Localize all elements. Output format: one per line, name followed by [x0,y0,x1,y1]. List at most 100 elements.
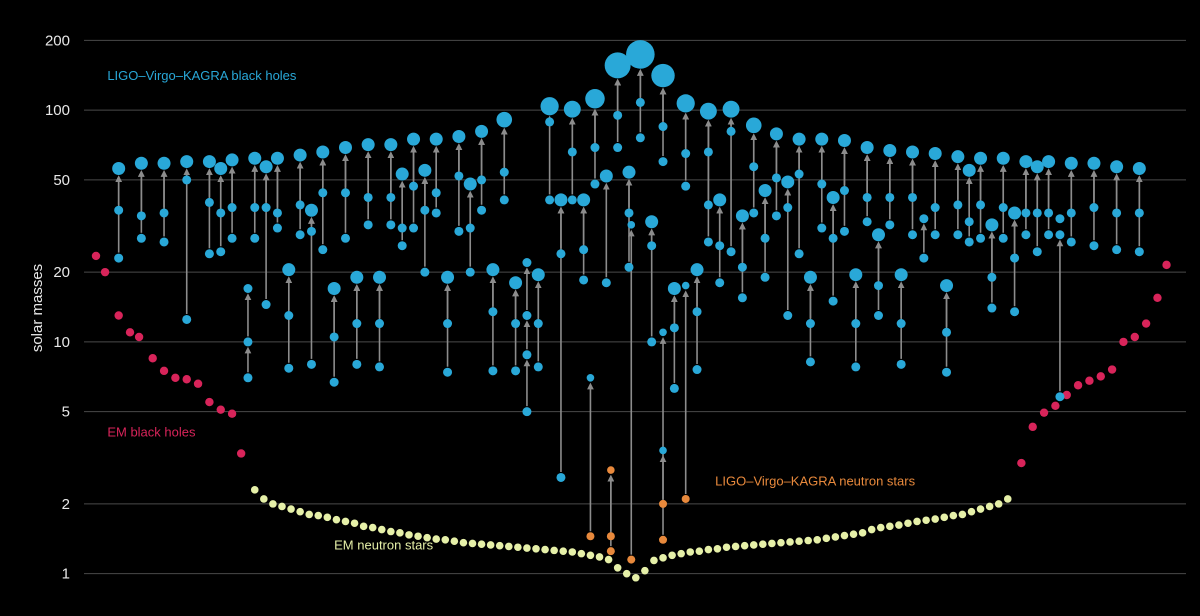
ligo-bh-progenitor-point [908,230,918,240]
ligo-bh-remnant-point [781,175,795,189]
em-black-hole-point [1062,390,1071,400]
ligo-bh-remnant-point [985,218,999,232]
em-neutron-star-point [287,505,295,513]
em-black-hole-point [1051,401,1060,411]
em-neutron-star-point [323,513,332,522]
ligo-bh-progenitor-point [669,323,679,333]
ligo-bh-progenitor-point [431,188,441,198]
em-black-hole-point [193,379,203,388]
ligo-bh-remnant-point [441,270,455,284]
ligo-bh-progenitor-point [488,366,498,376]
em-black-hole-point [1141,319,1151,328]
em-neutron-star-point [468,539,477,548]
em-neutron-star-point [450,537,459,546]
em-neutron-star-point [613,563,622,572]
ligo-bh-progenitor-point [545,117,555,127]
ligo-bh-progenitor-point [1021,208,1031,218]
y-tick-label-200: 200 [45,32,70,49]
ligo-bh-progenitor-point [386,192,396,202]
ligo-bh-progenitor-point [760,233,770,243]
ligo-bh-progenitor-point [1032,247,1042,257]
ligo-bh-remnant-point [1008,206,1022,220]
ligo-bh-progenitor-point [114,205,124,215]
ligo-bh-progenitor-point [771,173,781,183]
ligo-bh-progenitor-point [306,359,316,369]
ligo-bh-progenitor-point [454,171,464,181]
ligo-bh-progenitor-point [635,97,645,107]
ligo-bh-progenitor-point [998,233,1008,243]
ligo-bh-progenitor-point [930,203,940,213]
ligo-bh-progenitor-point [243,373,253,383]
em-neutron-star-point [604,555,613,564]
ligo-neutron-stars-series [586,221,690,564]
ligo-bh-progenitor-point [204,249,214,259]
ligo-bh-progenitor-point [227,203,237,213]
ligo-bh-progenitor-point [272,223,282,233]
ligo-bh-remnant-point [563,100,581,118]
ligo-bh-progenitor-point [590,179,600,189]
em-black-hole-point [216,405,225,414]
ligo-bh-progenitor-point [930,230,940,240]
ligo-bh-progenitor-point [340,188,350,198]
ligo-bh-progenitor-point [522,310,532,320]
ligo-bh-progenitor-point [284,310,294,320]
ligo-bh-progenitor-point [896,359,906,369]
ligo-bh-progenitor-point [250,203,260,213]
ligo-bh-remnant-point [202,155,216,169]
ligo-bh-progenitor-point [896,319,906,329]
ligo-bh-remnant-point [849,268,863,282]
ligo-bh-progenitor-point [159,208,169,218]
ligo-bh-progenitor-point [556,472,566,482]
ligo-bh-progenitor-point [556,249,566,259]
ligo-bh-progenitor-point [715,241,725,251]
ligo-bh-remnant-point [962,163,976,177]
ligo-bh-remnant-point [792,132,806,146]
ligo-bh-progenitor-point [703,200,713,210]
em-neutron-star-point [260,495,268,503]
ligo-bh-remnant-point [316,145,330,159]
ligo-bh-progenitor-point [182,314,192,324]
ligo-bh-progenitor-point [522,350,532,360]
ligo-bh-progenitor-point [375,362,385,372]
em-neutron-star-point [278,502,286,511]
ligo-bh-progenitor-point [647,337,657,347]
ligo-bh-progenitor-point [272,208,282,218]
em-neutron-star-point [423,533,431,542]
ligo-bh-progenitor-point [681,181,691,191]
ligo-bh-progenitor-point [1066,208,1076,218]
ligo-bh-remnant-point [418,163,432,177]
ligo-bh-progenitor-point [397,241,407,251]
ligo-bh-remnant-point [713,193,727,207]
em-neutron-star-point [250,486,259,494]
ligo-bh-progenitor-point [783,203,793,213]
ligo-bh-progenitor-point [243,284,253,294]
em-neutron-star-point [377,525,386,534]
ligo-bh-progenitor-point [794,249,804,259]
ligo-bh-progenitor-point [261,300,271,310]
em-black-hole-point [1153,293,1162,302]
em-neutron-star-point [913,517,921,526]
ligo-bh-progenitor-point [284,363,294,373]
ligo-bh-remnant-point [134,156,148,170]
em-black-hole-point [1017,458,1026,468]
em-neutron-star-point [641,566,649,575]
y-axis-title: solar masses [29,264,46,352]
em-neutron-star-point [731,542,740,551]
ligo-bh-remnant-point [452,129,466,143]
em-neutron-star-point [831,533,840,541]
ligo-ns-progenitor-point [627,555,636,564]
ligo-bh-progenitor-point [873,281,883,291]
ligo-bh-progenitor-point [953,230,963,240]
ligo-bh-remnant-point [627,221,636,229]
em-neutron-star-point [414,532,422,541]
em-neutron-star-point [459,538,468,547]
y-tick-labels: 1 2 5 10 20 50 100 200 [45,32,70,582]
em-neutron-star-point [296,507,304,516]
ligo-bh-remnant-point [676,94,695,113]
ligo-bh-progenitor-point [1066,237,1076,247]
em-black-hole-point [236,449,246,458]
ligo-bh-remnant-point [407,132,421,146]
em-black-hole-point [114,311,123,320]
ligo-bh-remnant-point [531,268,545,282]
y-tick-label-50: 50 [53,172,70,189]
